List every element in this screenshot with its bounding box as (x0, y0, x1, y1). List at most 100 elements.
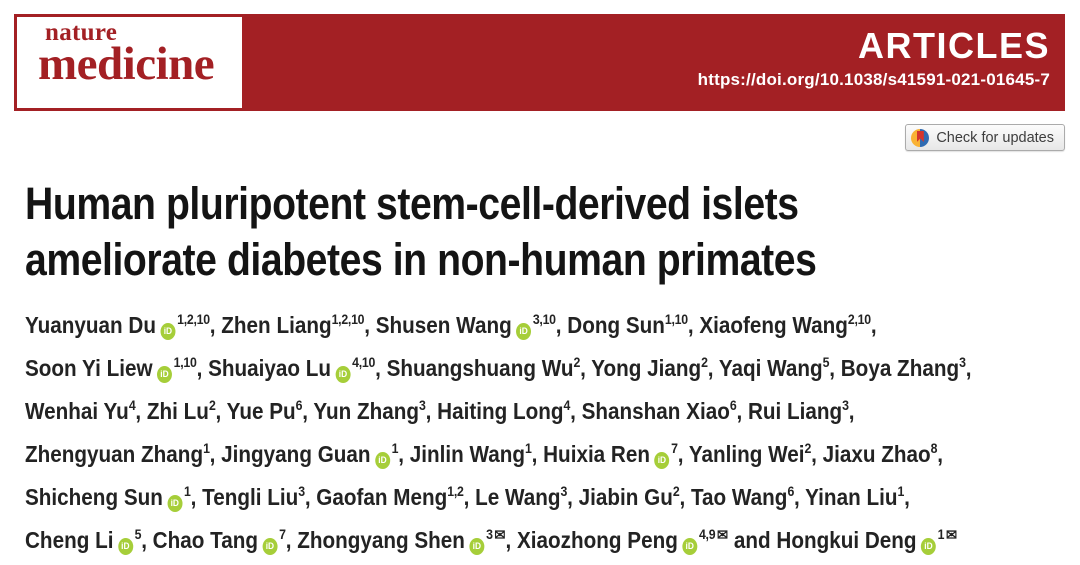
author-name: Zhengyuan Zhang (25, 441, 204, 467)
author-name: Xiaofeng Wang (699, 312, 848, 338)
email-icon[interactable]: ✉ (494, 527, 506, 544)
author-name: Zhen Liang (221, 312, 332, 338)
author-name: Tengli Liu (202, 484, 299, 510)
bookmark-icon (916, 131, 924, 142)
author-line: Shicheng Sun iD1, Tengli Liu3, Gaofan Men… (25, 473, 971, 516)
author-separator: and (728, 527, 777, 553)
author-name: Jinlin Wang (409, 441, 526, 467)
affiliation-superscript: 1 (897, 483, 905, 499)
author-separator: , (687, 312, 700, 338)
author-name: Haiting Long (437, 398, 564, 424)
author-name: Shuangshuang Wu (386, 355, 574, 381)
author-line: Zhengyuan Zhang1, Jingyang Guan iD1, Jinl… (25, 430, 971, 473)
author-name: Gaofan Meng (316, 484, 448, 510)
email-icon[interactable]: ✉ (717, 527, 729, 544)
author-name: Jingyang Guan (221, 441, 371, 467)
author-name: Yue Pu (226, 398, 296, 424)
author-separator: , (425, 398, 438, 424)
title-line-1: Human pluripotent stem-cell-derived isle… (25, 178, 799, 229)
doi-link[interactable]: https://doi.org/10.1038/s41591-021-01645… (697, 69, 1050, 89)
author-name: Yanling Wei (688, 441, 805, 467)
author-separator: , (707, 355, 719, 381)
author-name: Yinan Liu (805, 484, 898, 510)
affiliation-superscript: 1 (184, 483, 191, 499)
author-line: Soon Yi Liew iD1,10, Shuaiyao Lu iD4,10, S… (25, 344, 971, 387)
affiliation-superscript: 5 (134, 526, 142, 542)
affiliation-superscript: 3 (959, 354, 966, 370)
affiliation-superscript: 3,10 (532, 311, 556, 327)
affiliation-superscript: 3 (842, 397, 849, 413)
title-line-2: ameliorate diabetes in non-human primate… (25, 234, 817, 285)
orcid-icon[interactable]: iD (920, 538, 936, 555)
affiliation-superscript: 6 (787, 483, 795, 499)
affiliation-superscript: 6 (729, 397, 737, 413)
orcid-icon[interactable]: iD (262, 538, 278, 555)
author-separator: , (736, 398, 748, 424)
author-name: Shanshan Xiao (581, 398, 730, 424)
author-separator: , (531, 441, 544, 467)
orcid-icon[interactable]: iD (374, 452, 390, 469)
orcid-icon[interactable]: iD (654, 452, 670, 469)
author-name: Shuaiyao Lu (208, 355, 332, 381)
author-name: Jiabin Gu (578, 484, 673, 510)
author-separator: , (215, 398, 227, 424)
affiliation-superscript: 8 (930, 440, 938, 456)
affiliation-superscript: 1 (391, 440, 399, 456)
author-name: Le Wang (475, 484, 561, 510)
affiliation-superscript: 4,9 (698, 526, 716, 542)
email-icon[interactable]: ✉ (946, 527, 958, 544)
author-line: Yuanyuan Du iD1,2,10, Zhen Liang1,2,10, S… (25, 301, 971, 344)
affiliation-superscript: 3 (486, 526, 493, 542)
orcid-icon[interactable]: iD (335, 366, 351, 383)
author-separator: , (135, 398, 147, 424)
author-separator: , (811, 441, 823, 467)
orcid-icon[interactable]: iD (156, 366, 172, 383)
affiliation-superscript: 5 (822, 354, 830, 370)
orcid-icon[interactable]: iD (167, 495, 183, 512)
orcid-icon[interactable]: iD (160, 323, 176, 340)
author-name: Shusen Wang (375, 312, 512, 338)
author-name: Boya Zhang (840, 355, 960, 381)
author-name: Zhi Lu (146, 398, 209, 424)
author-separator: , (463, 484, 476, 510)
author-name: Huixia Ren (543, 441, 651, 467)
affiliation-superscript: 1 (937, 526, 945, 542)
author-separator: , (848, 398, 855, 424)
author-name: Shicheng Sun (25, 484, 163, 510)
article-title: Human pluripotent stem-cell-derived isle… (25, 176, 935, 288)
author-list: Yuanyuan Du iD1,2,10, Zhen Liang1,2,10, S… (25, 301, 1080, 559)
affiliation-superscript: 1,2,10 (331, 311, 365, 327)
orcid-icon[interactable]: iD (682, 538, 698, 555)
author-name: Jiaxu Zhao (822, 441, 931, 467)
orcid-icon[interactable]: iD (516, 323, 532, 340)
author-separator: , (141, 527, 153, 553)
author-name: Rui Liang (747, 398, 843, 424)
check-for-updates-button[interactable]: Check for updates (905, 124, 1065, 151)
journal-banner: nature medicine ARTICLES https://doi.org… (14, 14, 1065, 111)
orcid-icon[interactable]: iD (117, 538, 133, 555)
banner-right: ARTICLES https://doi.org/10.1038/s41591-… (245, 14, 1065, 111)
author-separator: , (870, 312, 877, 338)
author-name: Zhongyang Shen (297, 527, 465, 553)
author-separator: , (829, 355, 841, 381)
journal-logo: nature medicine (14, 14, 245, 111)
author-separator: , (580, 355, 592, 381)
affiliation-superscript: 4,10 (352, 354, 376, 370)
affiliation-superscript: 2 (804, 440, 812, 456)
affiliation-superscript: 2,10 (847, 311, 871, 327)
author-name: Yong Jiang (591, 355, 702, 381)
author-name: Wenhai Yu (25, 398, 129, 424)
affiliation-superscript: 2 (208, 397, 216, 413)
orcid-icon[interactable]: iD (469, 538, 485, 555)
affiliation-superscript: 6 (295, 397, 303, 413)
author-name: Yuanyuan Du (25, 312, 157, 338)
affiliation-superscript: 3 (419, 397, 426, 413)
logo-text-nature: nature (45, 19, 118, 46)
author-separator: , (375, 355, 387, 381)
author-separator: , (196, 355, 209, 381)
affiliation-superscript: 4 (563, 397, 571, 413)
affiliation-superscript: 1,2,10 (177, 311, 210, 327)
section-label: ARTICLES (858, 25, 1050, 66)
affiliation-superscript: 1 (525, 440, 532, 456)
affiliation-superscript: 2 (573, 354, 581, 370)
